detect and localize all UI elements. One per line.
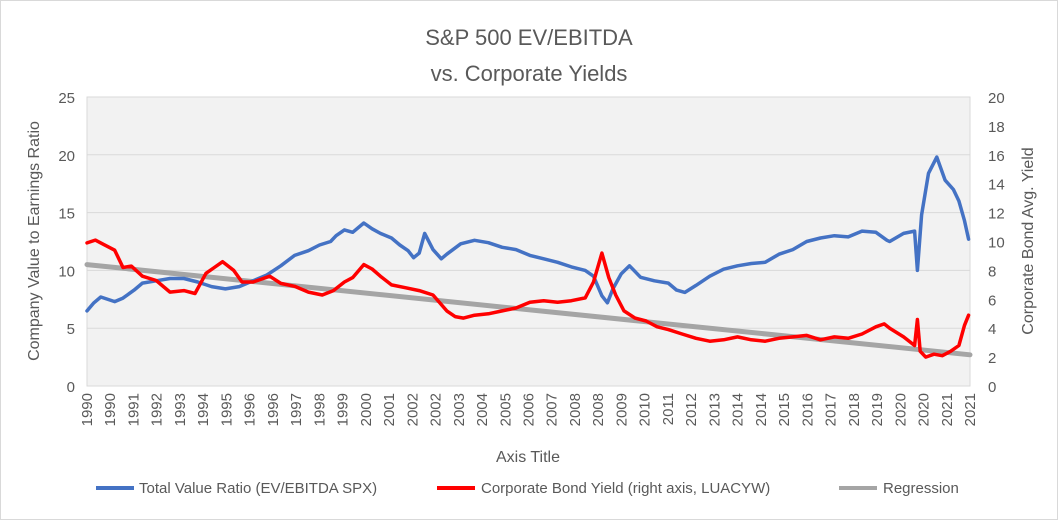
y2-tick-label: 0 bbox=[988, 379, 996, 396]
x-tick-label: 2018 bbox=[846, 393, 863, 426]
x-tick-label: 1992 bbox=[149, 393, 166, 426]
y2-axis-ticks: 0 2 4 6 8 10 12 14 16 18 20 bbox=[988, 90, 1005, 396]
x-tick-label: 1995 bbox=[218, 393, 235, 426]
x-tick-label: 2001 bbox=[381, 393, 398, 426]
x-tick-label: 2011 bbox=[660, 393, 677, 425]
x-tick-label: 2013 bbox=[706, 393, 723, 426]
x-tick-label: 1990 bbox=[79, 393, 96, 426]
x-tick-label: 2002 bbox=[428, 393, 445, 426]
y-tick-label: 0 bbox=[67, 379, 75, 396]
x-tick-label: 1991 bbox=[125, 393, 142, 426]
x-tick-label: 2015 bbox=[776, 393, 793, 426]
x-tick-label: 1998 bbox=[311, 393, 328, 426]
x-tick-label: 1999 bbox=[335, 393, 352, 426]
x-tick-label: 2008 bbox=[567, 393, 584, 426]
x-tick-label: 1996 bbox=[265, 393, 282, 426]
x-tick-label: 1996 bbox=[242, 393, 259, 426]
y-tick-label: 25 bbox=[58, 90, 75, 107]
y2-tick-label: 6 bbox=[988, 292, 996, 309]
x-tick-label: 2017 bbox=[823, 393, 840, 426]
x-tick-label: 2000 bbox=[358, 393, 375, 426]
y2-tick-label: 2 bbox=[988, 350, 996, 367]
x-tick-label: 2010 bbox=[637, 393, 654, 426]
y2-axis-title: Corporate Bond Avg. Yield bbox=[1020, 147, 1037, 334]
y2-tick-label: 18 bbox=[988, 119, 1005, 136]
legend-label-regression: Regression bbox=[883, 480, 959, 497]
x-tick-label: 2014 bbox=[730, 393, 747, 426]
chart-subtitle: vs. Corporate Yields bbox=[431, 61, 628, 86]
y2-tick-label: 20 bbox=[988, 90, 1005, 107]
x-tick-label: 2012 bbox=[683, 393, 700, 426]
x-axis-title: Axis Title bbox=[496, 449, 560, 466]
y2-tick-label: 8 bbox=[988, 263, 996, 280]
x-tick-label: 1993 bbox=[172, 393, 189, 426]
x-tick-label: 2002 bbox=[404, 393, 421, 426]
x-tick-label: 2020 bbox=[916, 393, 933, 426]
x-tick-label: 1994 bbox=[195, 393, 212, 426]
x-tick-label: 1997 bbox=[288, 393, 305, 426]
y2-tick-label: 14 bbox=[988, 177, 1005, 194]
y2-tick-label: 16 bbox=[988, 148, 1005, 165]
x-tick-label: 2007 bbox=[544, 393, 561, 426]
x-tick-label: 2004 bbox=[474, 393, 491, 426]
x-axis-ticks: 1990 1990 1991 1992 1993 1994 1995 1996 1996 1997… bbox=[79, 393, 979, 426]
x-tick-label: 1990 bbox=[102, 393, 119, 426]
x-tick-label: 2003 bbox=[451, 393, 468, 426]
y-tick-label: 15 bbox=[58, 206, 75, 223]
legend: Total Value Ratio (EV/EBITDA SPX) Corpor… bbox=[96, 480, 959, 497]
chart-title: S&P 500 EV/EBITDA bbox=[425, 25, 633, 50]
x-tick-label: 2021 bbox=[962, 393, 979, 426]
x-tick-label: 2009 bbox=[613, 393, 630, 426]
y2-tick-label: 12 bbox=[988, 206, 1005, 223]
y-tick-label: 5 bbox=[67, 321, 75, 338]
x-tick-label: 2006 bbox=[521, 393, 538, 426]
y-axis-ticks: 0 5 10 15 20 25 bbox=[58, 90, 75, 396]
x-tick-label: 2016 bbox=[799, 393, 816, 426]
x-tick-label: 2021 bbox=[939, 393, 956, 426]
y-tick-label: 20 bbox=[58, 148, 75, 165]
y2-tick-label: 10 bbox=[988, 235, 1005, 252]
series-lines bbox=[84, 155, 973, 359]
y2-tick-label: 4 bbox=[988, 321, 996, 338]
series-line-corporate-bond-yield bbox=[85, 238, 971, 359]
y-tick-label: 10 bbox=[58, 263, 75, 280]
x-tick-label: 2005 bbox=[497, 393, 514, 426]
x-tick-label: 2014 bbox=[753, 393, 770, 426]
x-tick-label: 2019 bbox=[869, 393, 886, 426]
legend-label-total-value: Total Value Ratio (EV/EBITDA SPX) bbox=[139, 480, 377, 497]
y-axis-title: Company Value to Earnings Ratio bbox=[26, 121, 43, 361]
legend-label-bond-yield: Corporate Bond Yield (right axis, LUACYW… bbox=[481, 480, 770, 497]
x-tick-label: 2008 bbox=[590, 393, 607, 426]
x-tick-label: 2020 bbox=[892, 393, 909, 426]
